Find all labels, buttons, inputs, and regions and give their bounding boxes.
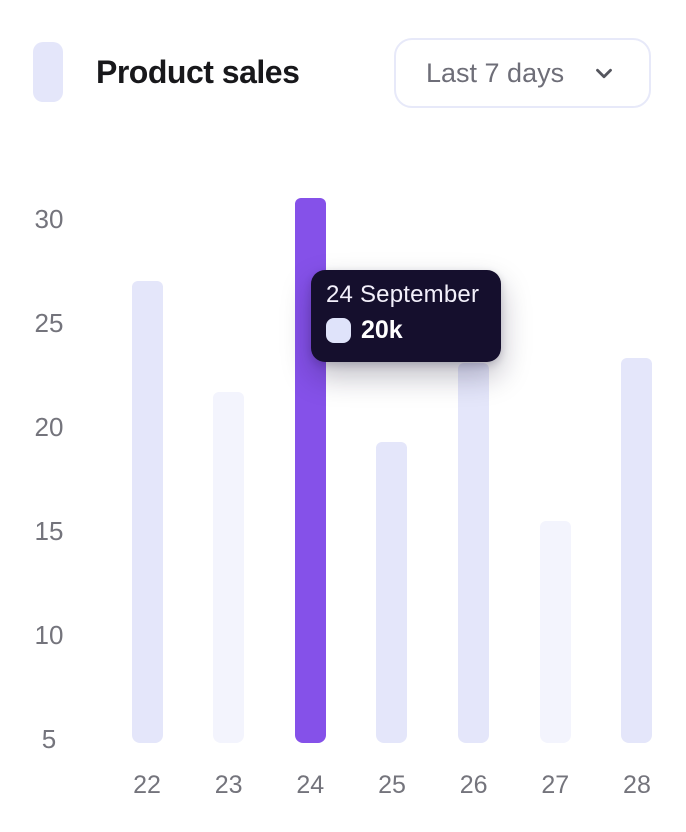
chart-tooltip: 24 September 20k [311, 270, 501, 362]
date-range-dropdown[interactable]: Last 7 days [394, 38, 651, 108]
bar-26[interactable] [458, 362, 490, 743]
bar-25[interactable] [376, 441, 408, 743]
page-title: Product sales [96, 54, 300, 90]
x-axis-label-28: 28 [623, 771, 651, 799]
y-axis-label-15: 15 [34, 516, 64, 546]
bar-27[interactable] [539, 520, 571, 743]
bar-28[interactable] [621, 358, 653, 743]
bar-22[interactable] [131, 281, 163, 743]
y-axis-label-5: 5 [41, 724, 57, 754]
y-axis-label-30: 30 [34, 204, 64, 234]
date-range-label: Last 7 days [426, 57, 565, 88]
y-axis-label-10: 10 [34, 620, 64, 650]
x-axis-label-24: 24 [296, 771, 325, 799]
x-axis-label-27: 27 [541, 771, 570, 799]
x-axis-label-25: 25 [378, 771, 406, 799]
tooltip-value: 20k [361, 316, 403, 344]
x-axis-label-26: 26 [459, 771, 488, 799]
x-axis-label-23: 23 [214, 771, 243, 799]
series-color-swatch [326, 318, 351, 343]
chevron-down-icon [596, 68, 612, 79]
bar-23[interactable] [213, 391, 245, 743]
y-axis-label-20: 20 [34, 412, 64, 442]
tooltip-value-row: 20k [326, 316, 486, 345]
x-axis-label-22: 22 [133, 771, 161, 799]
tooltip-date-label: 24 September [326, 281, 480, 308]
y-axis-label-25: 25 [34, 308, 64, 338]
title-legend-swatch [33, 42, 63, 102]
